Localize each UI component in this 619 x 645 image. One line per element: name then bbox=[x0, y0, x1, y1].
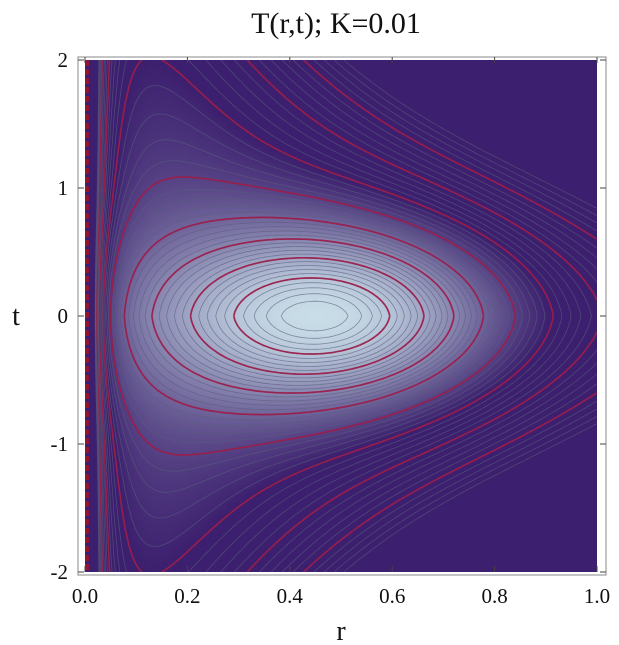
contour-minor bbox=[198, 261, 419, 371]
contour-minor bbox=[224, 273, 398, 359]
y-tick-label: 1 bbox=[58, 176, 69, 200]
contour-major bbox=[102, 60, 555, 572]
contour-minor bbox=[111, 188, 510, 444]
y-tick-label: 2 bbox=[58, 48, 69, 72]
x-tick-label: 0.8 bbox=[481, 584, 507, 608]
contour-minor bbox=[108, 160, 523, 472]
contour-minor bbox=[182, 253, 431, 379]
contour-minor bbox=[106, 139, 531, 493]
contour-minor bbox=[98, 60, 597, 572]
contour-minor bbox=[103, 85, 546, 547]
y-tick-label: 0 bbox=[58, 304, 69, 328]
contour-minor bbox=[99, 60, 592, 572]
contour-minor bbox=[101, 60, 563, 572]
contour-major bbox=[123, 216, 485, 416]
contour-minor bbox=[206, 265, 412, 367]
contour-major bbox=[95, 60, 597, 572]
contour-major bbox=[109, 176, 517, 456]
contour-minor bbox=[120, 211, 490, 421]
x-axis-label: r bbox=[336, 616, 346, 645]
density-heatmap bbox=[85, 60, 597, 572]
x-tick-label: 0.0 bbox=[72, 584, 98, 608]
contour-minor bbox=[94, 60, 597, 572]
contour-minor bbox=[215, 269, 405, 363]
x-tick-label: 0.2 bbox=[174, 584, 200, 608]
y-tick-label: -2 bbox=[51, 560, 69, 584]
contour-minor bbox=[95, 60, 597, 572]
contour-minor bbox=[280, 300, 349, 332]
contour-minor bbox=[174, 249, 437, 383]
x-tick-label: 1.0 bbox=[584, 584, 610, 608]
contour-lines bbox=[94, 60, 597, 572]
x-tick-label: 0.4 bbox=[277, 584, 304, 608]
y-axis: -2 -1 0 1 2 bbox=[51, 48, 606, 584]
y-tick-label: -1 bbox=[51, 432, 69, 456]
contour-minor bbox=[100, 60, 572, 572]
contour-minor bbox=[95, 60, 597, 572]
contour-minor bbox=[128, 221, 478, 411]
contour-minor bbox=[166, 246, 443, 386]
chart-title: T(r,t); K=0.01 bbox=[251, 7, 421, 40]
contour-major bbox=[98, 60, 597, 572]
contour-minor bbox=[265, 293, 363, 339]
contour-minor bbox=[243, 282, 382, 350]
contour-minor bbox=[94, 60, 597, 572]
contour-minor bbox=[158, 242, 449, 390]
contour-minor bbox=[133, 226, 472, 406]
contour-minor bbox=[253, 287, 373, 345]
contour-minor bbox=[97, 60, 597, 572]
contour-major bbox=[151, 238, 455, 394]
contour-minor bbox=[105, 113, 538, 519]
x-tick-label: 0.6 bbox=[379, 584, 405, 608]
contour-major bbox=[232, 277, 391, 355]
contour-minor bbox=[117, 205, 497, 427]
y-axis-label: t bbox=[12, 301, 20, 332]
contour-minor bbox=[114, 198, 503, 434]
contour-minor bbox=[100, 60, 582, 572]
x-axis: 0.0 0.2 0.4 0.6 0.8 1.0 bbox=[72, 57, 610, 608]
contour-minor bbox=[138, 230, 466, 402]
contour-minor bbox=[144, 234, 461, 398]
contour-major bbox=[189, 256, 425, 376]
contour-minor bbox=[97, 60, 597, 572]
